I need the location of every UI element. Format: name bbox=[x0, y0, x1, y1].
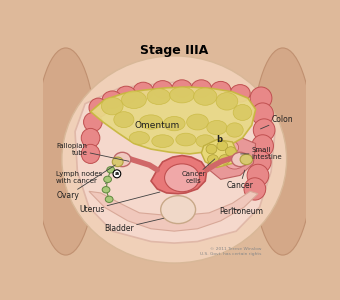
Ellipse shape bbox=[196, 135, 215, 148]
Text: Omentum: Omentum bbox=[135, 121, 180, 130]
Ellipse shape bbox=[81, 144, 100, 164]
Ellipse shape bbox=[250, 87, 272, 109]
Ellipse shape bbox=[225, 147, 236, 156]
Text: b: b bbox=[216, 135, 222, 144]
Ellipse shape bbox=[187, 114, 208, 130]
Circle shape bbox=[113, 170, 121, 178]
Text: Stage IIIA: Stage IIIA bbox=[140, 44, 208, 57]
Polygon shape bbox=[89, 191, 258, 231]
Ellipse shape bbox=[252, 103, 273, 125]
Ellipse shape bbox=[152, 135, 173, 148]
Ellipse shape bbox=[252, 135, 273, 157]
Polygon shape bbox=[151, 155, 207, 194]
Ellipse shape bbox=[62, 56, 287, 263]
Ellipse shape bbox=[217, 141, 228, 151]
Ellipse shape bbox=[104, 176, 112, 183]
Ellipse shape bbox=[253, 119, 275, 141]
Ellipse shape bbox=[114, 152, 131, 167]
Ellipse shape bbox=[247, 164, 269, 187]
Ellipse shape bbox=[89, 98, 107, 117]
Ellipse shape bbox=[164, 116, 185, 131]
Text: Cancer
cells: Cancer cells bbox=[181, 159, 215, 184]
Ellipse shape bbox=[102, 91, 122, 109]
Text: Uterus: Uterus bbox=[79, 192, 160, 214]
Text: Bladder: Bladder bbox=[104, 218, 164, 233]
Ellipse shape bbox=[84, 112, 102, 132]
Ellipse shape bbox=[139, 115, 163, 129]
Text: Lymph nodes
with cancer: Lymph nodes with cancer bbox=[56, 171, 106, 184]
Ellipse shape bbox=[102, 187, 110, 193]
Ellipse shape bbox=[244, 178, 266, 200]
Ellipse shape bbox=[206, 144, 217, 154]
Text: © 2011 Terese Winslow
U.S. Govt. has certain rights: © 2011 Terese Winslow U.S. Govt. has cer… bbox=[200, 247, 261, 256]
Text: Fallopian
tube: Fallopian tube bbox=[56, 142, 129, 161]
Ellipse shape bbox=[121, 91, 146, 109]
Ellipse shape bbox=[170, 87, 194, 103]
Ellipse shape bbox=[219, 155, 230, 164]
Ellipse shape bbox=[81, 128, 100, 148]
Ellipse shape bbox=[193, 88, 217, 105]
Polygon shape bbox=[75, 82, 275, 243]
Ellipse shape bbox=[240, 154, 253, 165]
Ellipse shape bbox=[230, 85, 250, 102]
Ellipse shape bbox=[129, 132, 150, 144]
Ellipse shape bbox=[116, 86, 136, 104]
Ellipse shape bbox=[35, 48, 97, 255]
Ellipse shape bbox=[191, 80, 211, 97]
Text: Cancer: Cancer bbox=[227, 170, 254, 190]
Ellipse shape bbox=[112, 157, 123, 167]
Text: Ovary: Ovary bbox=[57, 165, 115, 200]
Ellipse shape bbox=[207, 120, 227, 135]
Ellipse shape bbox=[232, 152, 249, 167]
Ellipse shape bbox=[107, 167, 115, 173]
Polygon shape bbox=[201, 140, 238, 167]
Text: Colon: Colon bbox=[260, 115, 293, 129]
Ellipse shape bbox=[101, 97, 123, 115]
Ellipse shape bbox=[215, 140, 239, 155]
Text: a: a bbox=[115, 171, 119, 176]
Ellipse shape bbox=[172, 80, 192, 97]
Polygon shape bbox=[207, 136, 256, 179]
Polygon shape bbox=[46, 40, 302, 267]
Text: Small
intestine: Small intestine bbox=[241, 147, 283, 161]
Ellipse shape bbox=[208, 155, 218, 164]
Text: Peritoneum: Peritoneum bbox=[219, 207, 263, 216]
Ellipse shape bbox=[226, 123, 243, 137]
Ellipse shape bbox=[147, 88, 170, 104]
Ellipse shape bbox=[165, 164, 200, 192]
Ellipse shape bbox=[211, 81, 231, 99]
Ellipse shape bbox=[216, 93, 238, 110]
Polygon shape bbox=[90, 87, 256, 154]
Ellipse shape bbox=[133, 82, 153, 100]
Ellipse shape bbox=[252, 48, 314, 255]
Ellipse shape bbox=[250, 151, 271, 173]
Ellipse shape bbox=[225, 155, 244, 169]
Ellipse shape bbox=[114, 112, 134, 127]
Ellipse shape bbox=[176, 133, 196, 146]
Ellipse shape bbox=[153, 81, 173, 98]
Ellipse shape bbox=[233, 104, 252, 120]
Ellipse shape bbox=[161, 196, 196, 224]
Ellipse shape bbox=[105, 196, 113, 203]
